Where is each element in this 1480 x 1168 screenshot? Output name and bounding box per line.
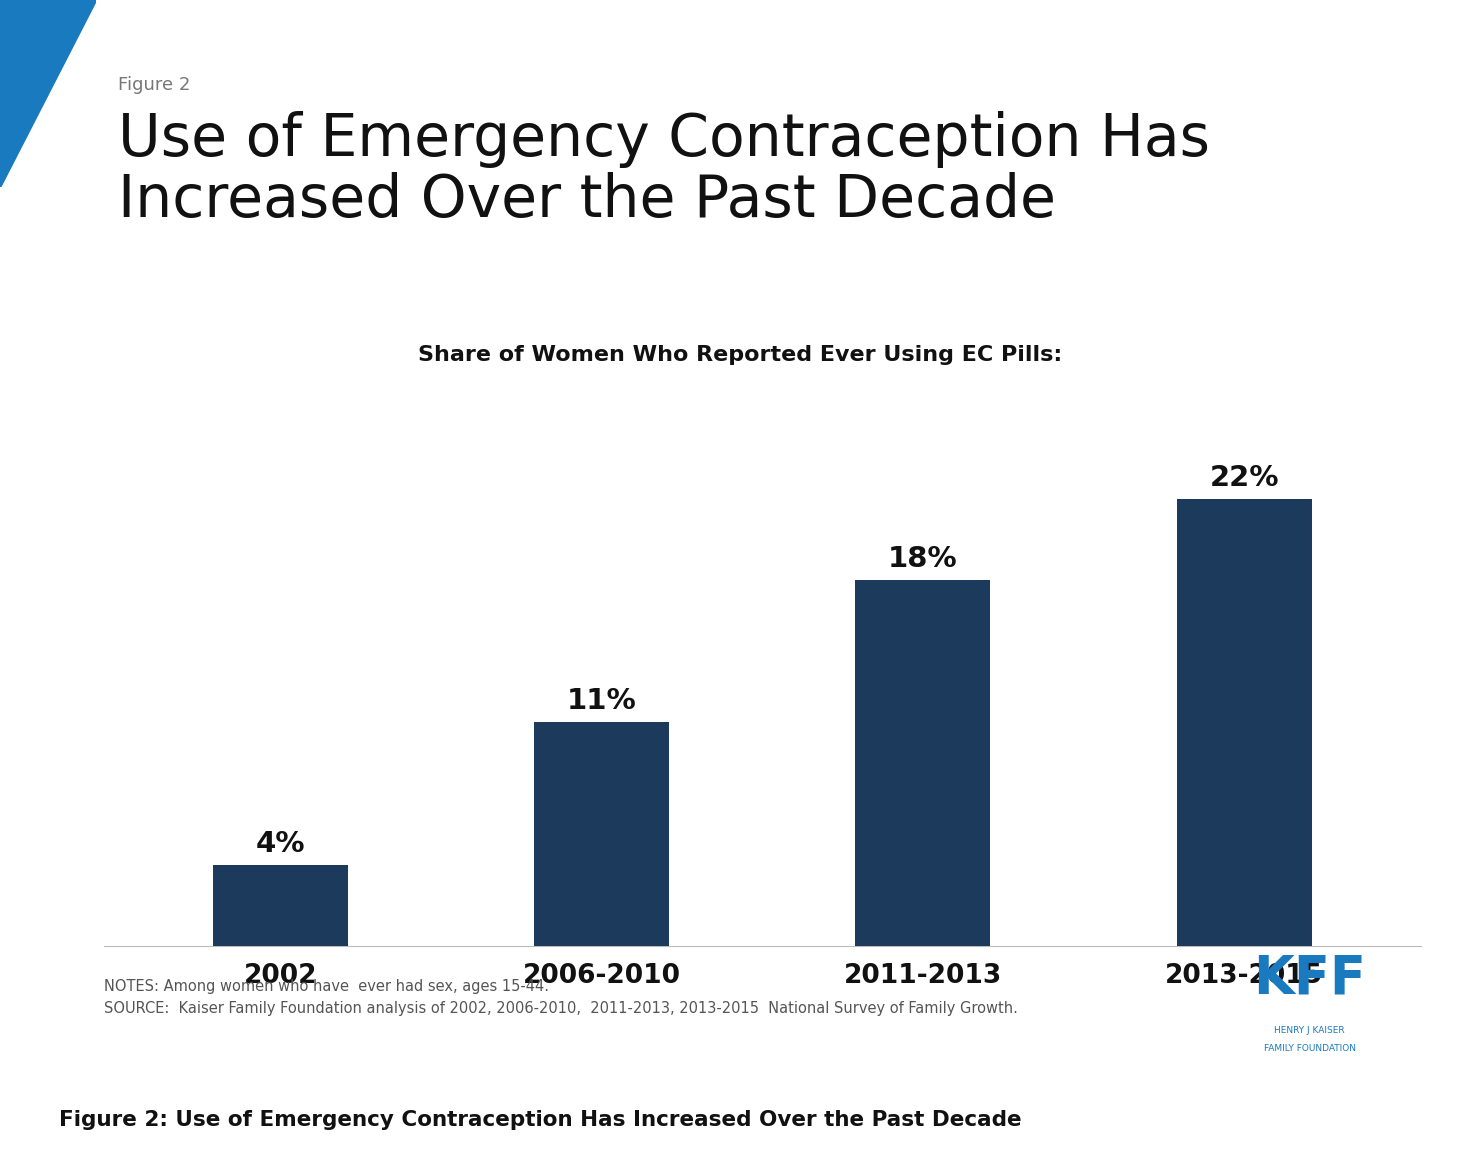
Bar [213,864,348,946]
Text: Increased Over the Past Decade: Increased Over the Past Decade [118,172,1057,229]
Polygon shape [0,0,96,187]
Text: 18%: 18% [888,545,958,573]
Text: Figure 2: Figure 2 [118,76,191,93]
Bar [1177,499,1311,946]
Bar [855,580,990,946]
Text: FAMILY FOUNDATION: FAMILY FOUNDATION [1264,1044,1356,1054]
Text: HENRY J KAISER: HENRY J KAISER [1274,1026,1345,1035]
Text: 22%: 22% [1209,464,1279,492]
Text: Figure 2: Use of Emergency Contraception Has Increased Over the Past Decade: Figure 2: Use of Emergency Contraception… [59,1110,1021,1131]
Bar [534,723,669,946]
Text: Share of Women Who Reported Ever Using EC Pills:: Share of Women Who Reported Ever Using E… [417,345,1063,364]
Text: 4%: 4% [256,829,305,857]
Text: SOURCE:  Kaiser Family Foundation analysis of 2002, 2006-2010,  2011-2013, 2013-: SOURCE: Kaiser Family Foundation analysi… [104,1001,1017,1016]
Text: 11%: 11% [567,687,636,715]
Text: Use of Emergency Contraception Has: Use of Emergency Contraception Has [118,111,1211,168]
Text: KFF: KFF [1254,953,1366,1004]
Text: NOTES: Among women who have  ever had sex, ages 15-44.: NOTES: Among women who have ever had sex… [104,979,549,994]
